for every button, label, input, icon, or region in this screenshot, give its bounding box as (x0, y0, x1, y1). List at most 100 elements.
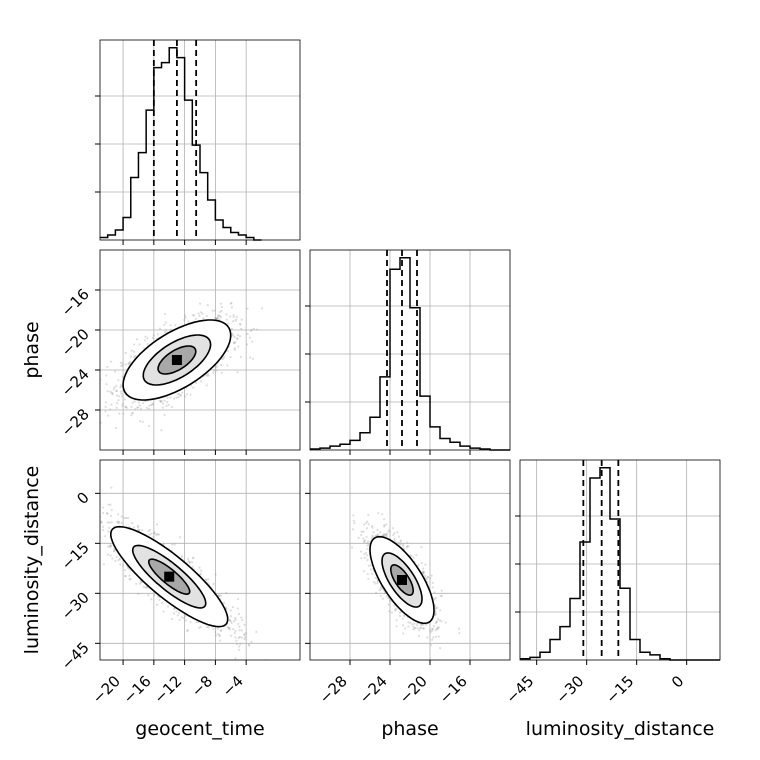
sample-point (239, 642, 242, 646)
sample-point (215, 317, 218, 320)
sample-point (110, 521, 113, 524)
sample-point (156, 523, 159, 526)
sample-point (166, 396, 169, 399)
sample-point (418, 626, 422, 630)
sample-point (233, 335, 236, 338)
sample-point (434, 613, 437, 616)
sample-point (229, 620, 232, 623)
sample-point (177, 396, 180, 399)
sample-point (237, 636, 240, 640)
sample-point (234, 657, 237, 660)
histogram-geocent-time (99, 39, 301, 241)
sample-point (398, 614, 402, 618)
sample-point (234, 629, 237, 632)
sample-point (97, 504, 99, 506)
sample-point (430, 574, 433, 577)
sample-point (238, 645, 241, 648)
sample-point (198, 566, 201, 569)
sample-point (240, 629, 243, 632)
sample-point (105, 511, 109, 515)
sample-point (109, 554, 112, 557)
sample-point (402, 632, 405, 635)
sample-point (106, 545, 110, 548)
panel-frame (99, 459, 301, 661)
sample-point (395, 607, 398, 610)
sample-point (162, 610, 165, 613)
sample-point (228, 628, 231, 631)
sample-point (110, 486, 113, 489)
panel-frame (99, 39, 301, 241)
sample-point (153, 531, 156, 534)
sample-point (222, 601, 226, 605)
sample-point (155, 533, 158, 536)
sample-point (169, 396, 172, 399)
sample-point (206, 372, 209, 375)
sample-point (215, 364, 218, 367)
sample-point (189, 621, 192, 624)
sample-point (148, 528, 152, 532)
sample-point (213, 368, 216, 372)
sample-point (127, 362, 130, 365)
sample-point (110, 403, 113, 406)
sample-point (110, 391, 113, 394)
sample-point (412, 625, 415, 628)
sample-point (163, 331, 167, 334)
sample-point (413, 627, 416, 630)
sample-point (127, 362, 131, 365)
sample-point (109, 503, 112, 506)
sample-point (229, 355, 232, 359)
sample-point (142, 585, 145, 588)
sample-point (113, 549, 116, 552)
sample-point (360, 533, 363, 537)
sample-point (141, 420, 144, 423)
sample-point (435, 627, 439, 630)
sample-point (132, 526, 136, 529)
sample-point (248, 336, 252, 339)
sample-point (225, 318, 228, 321)
sample-point (243, 623, 246, 626)
sample-point (117, 521, 120, 525)
sample-point (434, 597, 437, 600)
sample-point (159, 399, 162, 403)
sample-point (139, 420, 142, 423)
sample-point (181, 391, 184, 394)
sample-point (216, 314, 220, 317)
sample-point (117, 558, 120, 562)
sample-point (130, 405, 133, 409)
sample-point (433, 614, 437, 617)
sample-point (165, 404, 168, 408)
sample-point (226, 349, 229, 353)
sample-point (100, 521, 103, 524)
sample-point (109, 408, 112, 411)
sample-point (402, 544, 405, 548)
sample-point (218, 318, 221, 321)
sample-point (135, 338, 139, 341)
sample-point (379, 585, 382, 588)
sample-point (383, 533, 386, 536)
sample-point (96, 513, 98, 515)
sample-point (115, 555, 118, 559)
sample-point (104, 401, 108, 404)
panel-frame (519, 459, 721, 661)
sample-point (131, 401, 134, 404)
sample-point (397, 541, 400, 544)
sample-point (105, 374, 108, 377)
sample-point (421, 623, 424, 626)
sample-point (434, 629, 437, 632)
sample-point (147, 530, 150, 533)
sample-point (217, 594, 221, 597)
sample-point (429, 577, 432, 580)
sample-point (182, 617, 185, 620)
sample-point (409, 621, 412, 624)
sample-point (116, 521, 119, 524)
sample-point (393, 539, 396, 543)
sample-point (118, 412, 121, 415)
sample-point (179, 394, 182, 397)
sample-point (217, 594, 221, 598)
sample-point (214, 630, 217, 634)
sample-point (232, 628, 235, 631)
sample-point (206, 626, 209, 629)
sample-point (121, 395, 124, 398)
sample-point (234, 616, 237, 620)
sample-point (399, 539, 402, 542)
